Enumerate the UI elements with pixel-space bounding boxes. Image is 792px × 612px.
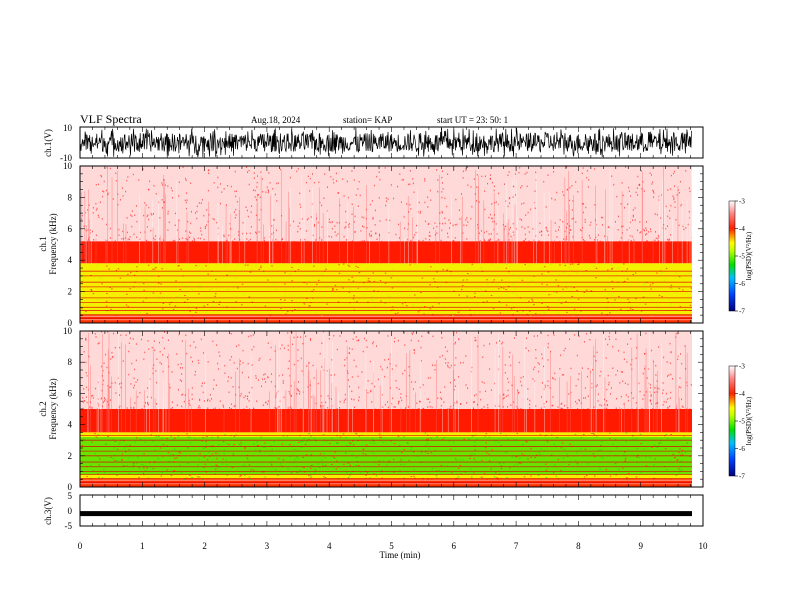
colorbar-tick-label: -4 xyxy=(739,225,745,233)
freq-tick-label: 10 xyxy=(63,326,73,336)
ch1-spectrogram xyxy=(80,166,703,323)
ch1-waveform-panel: ch.1(V) 10 -10 xyxy=(43,123,704,163)
xtick-label: 7 xyxy=(514,541,519,551)
ch2-spectrogram-panel: ch.2 Frequency (kHz) 0 2 4 6 8 10 -3 -4 -5 -6 -7 … xyxy=(38,326,753,492)
ch3-ytick-top: 5 xyxy=(68,491,73,501)
ch2-colorbar-label: log(PSD)(V²/Hz) xyxy=(745,396,753,445)
ch2-freq-yticks: 0 2 4 6 8 10 xyxy=(63,326,703,492)
date-label: Aug.18, 2024 xyxy=(251,115,301,125)
colorbar-tick-label: -6 xyxy=(739,280,745,288)
ch2-colorbar: -3 -4 -5 -6 -7 log(PSD)(V²/Hz) xyxy=(728,363,753,481)
ch1-colorbar: -3 -4 -5 -6 -7 log(PSD)(V²/Hz) xyxy=(728,198,753,316)
ch3-xticks xyxy=(79,495,704,526)
freq-tick-label: 6 xyxy=(68,224,73,234)
ch1-freq-ylabel: Frequency (kHz) xyxy=(48,213,58,274)
xtick-label: 5 xyxy=(389,541,394,551)
colorbar-tick-label: -6 xyxy=(739,445,745,453)
freq-tick-label: 0 xyxy=(68,482,73,492)
ch2-channel-label: ch.2 xyxy=(38,401,48,416)
xtick-label: 4 xyxy=(327,541,332,551)
ch1-trace xyxy=(79,127,692,158)
freq-tick-label: 4 xyxy=(68,255,73,265)
ch2-freq-ylabel: Frequency (kHz) xyxy=(48,378,58,439)
station-label: station= KAP xyxy=(343,115,392,125)
freq-tick-label: 8 xyxy=(68,192,73,202)
ch1-ylabel: ch.1(V) xyxy=(43,129,53,157)
colorbar-tick-label: -7 xyxy=(739,308,745,316)
ch1-ytick-top: 10 xyxy=(63,123,73,133)
freq-tick-label: 8 xyxy=(68,357,73,367)
colorbar-tick-label: -3 xyxy=(739,198,745,206)
ch1-colorbar-label: log(PSD)(V²/Hz) xyxy=(745,231,753,280)
figure-title: VLF Spectra xyxy=(80,112,142,126)
freq-tick-label: 6 xyxy=(68,388,73,398)
ch3-ylabel: ch.3(V) xyxy=(43,497,53,525)
colorbar-tick-label: -3 xyxy=(739,363,745,371)
xtick-label: 8 xyxy=(576,541,581,551)
colorbar-tick-label: -7 xyxy=(739,473,745,481)
xtick-label: 6 xyxy=(452,541,457,551)
ch1-spec-xticks xyxy=(79,166,704,323)
ch3-trace xyxy=(80,511,692,517)
ch3-ytick-mid: 0 xyxy=(68,506,73,516)
ch3-ytick-bottom: -5 xyxy=(65,521,73,531)
ch1-spectrogram-panel: ch.1 Frequency (kHz) 0 2 4 6 8 10 -3 -4 -5 -6 -7 … xyxy=(38,161,753,328)
time-axis-ticklabels: 0 1 2 3 4 5 6 7 8 9 10 xyxy=(78,541,708,551)
ch1-channel-label: ch.1 xyxy=(38,236,48,251)
ch2-spectrogram xyxy=(79,331,703,487)
freq-tick-label: 0 xyxy=(68,318,73,328)
xtick-label: 3 xyxy=(265,541,270,551)
ch1-ytick-bottom: -10 xyxy=(60,153,72,163)
ch1-freq-yticks: 0 2 4 6 8 10 xyxy=(63,161,703,328)
freq-tick-label: 10 xyxy=(63,161,73,171)
freq-tick-label: 4 xyxy=(68,420,73,430)
freq-tick-label: 2 xyxy=(68,451,73,461)
time-axis-label: Time (min) xyxy=(380,550,421,560)
xtick-label: 1 xyxy=(140,541,145,551)
ch1-xticks xyxy=(79,127,704,158)
xtick-label: 10 xyxy=(699,541,709,551)
freq-tick-label: 2 xyxy=(68,287,73,297)
colorbar-tick-label: -4 xyxy=(739,390,745,398)
colorbar-tick-label: -5 xyxy=(739,253,745,261)
start-time-label: start UT = 23: 50: 1 xyxy=(437,115,508,125)
xtick-label: 0 xyxy=(78,541,83,551)
colorbar-tick-label: -5 xyxy=(739,418,745,426)
ch3-waveform-panel: ch.3(V) 5 0 -5 xyxy=(43,491,704,531)
ch2-spec-xticks xyxy=(79,331,704,487)
xtick-label: 2 xyxy=(202,541,207,551)
xtick-label: 9 xyxy=(638,541,643,551)
